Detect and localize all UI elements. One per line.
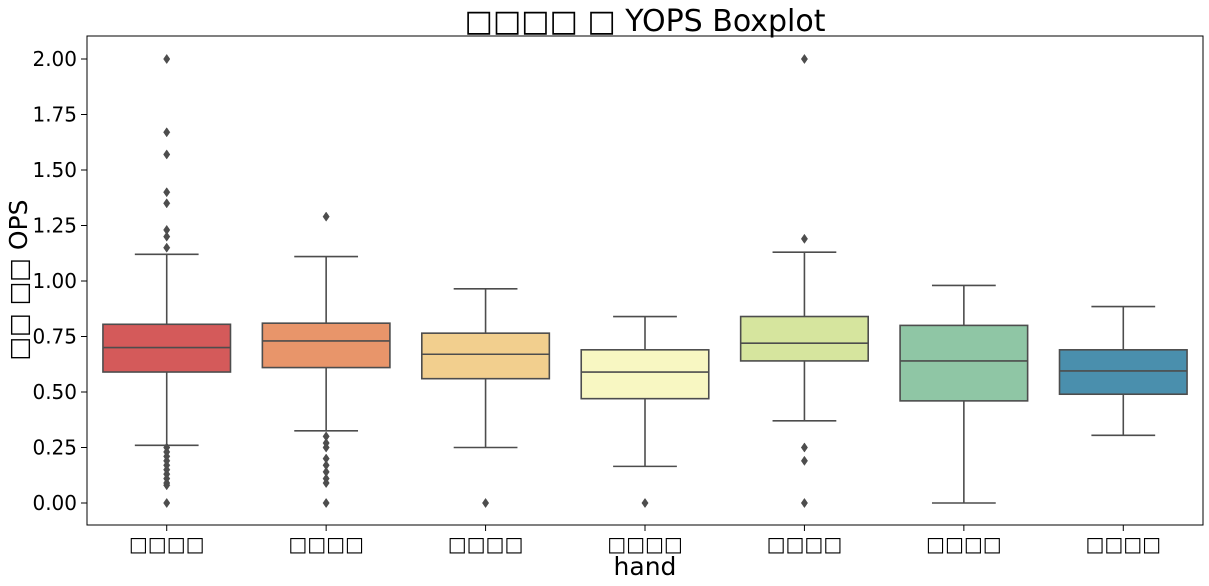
- outlier-point: [163, 149, 171, 160]
- x-axis: □□□□ □□□□ □□□□ □□□□ □□□□ □□□□ □□□□: [129, 525, 1161, 556]
- box-group: [1058, 305, 1188, 437]
- x-tick-label: □□□□: [926, 532, 1002, 556]
- outlier-point: [482, 497, 490, 509]
- y-tick-label: 0.50: [32, 380, 77, 404]
- outlier-point: [322, 477, 330, 489]
- y-axis-title: □□ □□ OPS: [4, 200, 33, 361]
- y-tick-label: 0.75: [32, 325, 77, 349]
- outlier-point: [163, 198, 171, 209]
- box-rect: [261, 322, 391, 369]
- outlier-point: [800, 497, 808, 509]
- outlier-point: [163, 480, 171, 491]
- outlier-point: [163, 231, 171, 242]
- box-rect: [580, 349, 710, 400]
- box-group: [899, 284, 1029, 504]
- y-tick-label: 1.75: [32, 103, 77, 127]
- x-tick-label: □□□□: [607, 532, 683, 556]
- box-rect: [899, 324, 1029, 402]
- outlier-point: [641, 497, 649, 509]
- outlier-point: [322, 497, 330, 509]
- x-tick-label: □□□□: [448, 532, 524, 556]
- box-group: [739, 53, 870, 509]
- box-rect: [420, 332, 551, 380]
- box-group: [261, 211, 391, 509]
- x-tick-label: □□□□: [1085, 532, 1161, 556]
- box-group: [420, 287, 551, 509]
- x-tick-label: □□□□: [129, 532, 205, 556]
- outlier-point: [163, 242, 171, 253]
- outlier-point: [800, 53, 808, 65]
- outlier-point: [163, 497, 171, 509]
- outlier-point: [800, 455, 808, 466]
- outlier-point: [163, 53, 171, 65]
- x-tick-label: □□□□: [767, 532, 843, 556]
- box-rect: [739, 315, 870, 362]
- y-axis: 0.00 0.25 0.50 0.75 1.00 1.25 1.50 1.75 2.00: [32, 47, 87, 515]
- outlier-point: [322, 211, 330, 222]
- y-tick-label: 0.00: [32, 491, 77, 515]
- outlier-point: [163, 127, 171, 138]
- y-tick-label: 0.25: [32, 436, 77, 460]
- chart-title: □□□□ □ YOPS Boxplot: [464, 4, 825, 39]
- outlier-point: [800, 442, 808, 453]
- y-tick-label: 1.50: [32, 158, 77, 182]
- outlier-point: [322, 442, 330, 453]
- box-group: [102, 53, 232, 509]
- y-tick-label: 1.00: [32, 269, 77, 293]
- y-tick-label: 1.25: [32, 214, 77, 238]
- x-axis-title: hand: [614, 552, 677, 581]
- boxes-group: [102, 53, 1188, 509]
- outlier-point: [800, 233, 808, 244]
- box-group: [580, 315, 710, 509]
- box-rect: [1058, 349, 1188, 396]
- y-tick-label: 2.00: [32, 47, 77, 71]
- x-tick-label: □□□□: [288, 532, 364, 556]
- outlier-point: [163, 187, 171, 198]
